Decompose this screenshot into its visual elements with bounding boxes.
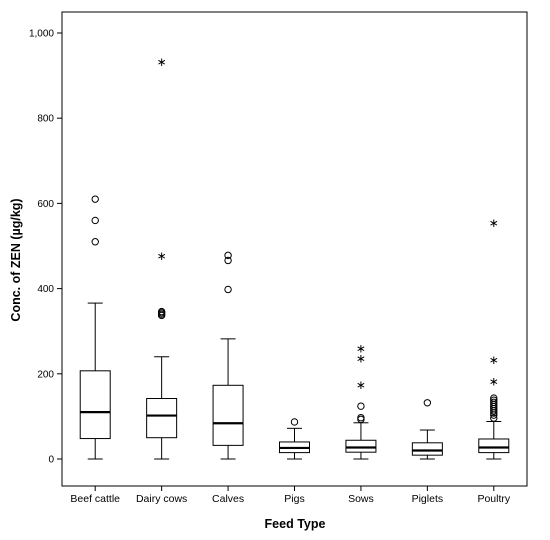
box-group: [212, 251, 244, 460]
y-tick-label: 0: [48, 455, 54, 466]
extreme-outlier-point: ∗: [489, 374, 499, 388]
box-group: ∗ ∗ ∗: [478, 216, 510, 460]
extreme-outlier-point: ∗: [356, 341, 366, 355]
interquartile-box: [212, 384, 244, 446]
extreme-outlier-point: ∗: [356, 351, 366, 365]
x-tick-label: Poultry: [477, 493, 510, 505]
x-tick-label: Pigs: [284, 493, 304, 505]
interquartile-box: [79, 370, 111, 440]
x-tick-label: Beef cattle: [70, 493, 120, 505]
outlier-point: [91, 195, 99, 203]
extreme-outlier-point: ∗: [157, 249, 167, 263]
box-group: ∗∗: [146, 55, 178, 460]
x-tick-label: Sows: [348, 493, 374, 505]
extreme-outlier-point: ∗: [356, 378, 366, 392]
y-tick-label: 1,000: [29, 29, 54, 40]
interquartile-box: [411, 442, 443, 456]
x-tick-label: Dairy cows: [136, 493, 187, 505]
outlier-point: [490, 398, 498, 407]
box-group: [279, 418, 310, 460]
extreme-outlier-point: ∗: [157, 55, 167, 69]
extreme-outlier-point: ∗: [489, 353, 499, 367]
box-group: [411, 399, 443, 460]
outlier-point: [224, 285, 232, 294]
plot-frame: [61, 11, 528, 487]
box-group: ∗∗∗: [345, 341, 377, 460]
outlier-point: [224, 256, 232, 265]
x-axis-title: Feed Type: [265, 517, 326, 531]
y-tick-label: 800: [37, 114, 54, 125]
outlier-point: [490, 394, 498, 402]
interquartile-box: [345, 439, 377, 453]
outlier-point: [91, 216, 99, 225]
outlier-point: [157, 307, 166, 316]
y-axis: 0 200 400 600 800 1,000: [29, 29, 62, 466]
y-tick-label: 600: [37, 199, 54, 210]
outlier-point: [357, 402, 365, 410]
extreme-outlier-point: ∗: [489, 216, 499, 230]
box-group: [79, 195, 111, 460]
outlier-point: [91, 238, 99, 246]
y-tick-label: 200: [37, 369, 54, 380]
outlier-point: [290, 418, 299, 426]
outlier-point: [490, 396, 498, 404]
x-axis: Beef cattle Dairy cows Calves Pigs Sows Pigle…: [70, 486, 511, 505]
box-series: ∗∗∗∗∗∗∗∗: [79, 55, 510, 460]
x-tick-label: Piglets: [412, 493, 444, 505]
y-axis-title: Conc. of ZEN (µg/kg): [9, 198, 23, 321]
x-tick-label: Calves: [212, 493, 244, 505]
interquartile-box: [478, 438, 510, 454]
outlier-point: [357, 413, 365, 422]
interquartile-box: [146, 398, 178, 439]
outlier-point: [224, 251, 232, 260]
outlier-point: [490, 414, 498, 422]
outlier-point: [423, 399, 432, 407]
y-tick-label: 400: [37, 284, 54, 295]
